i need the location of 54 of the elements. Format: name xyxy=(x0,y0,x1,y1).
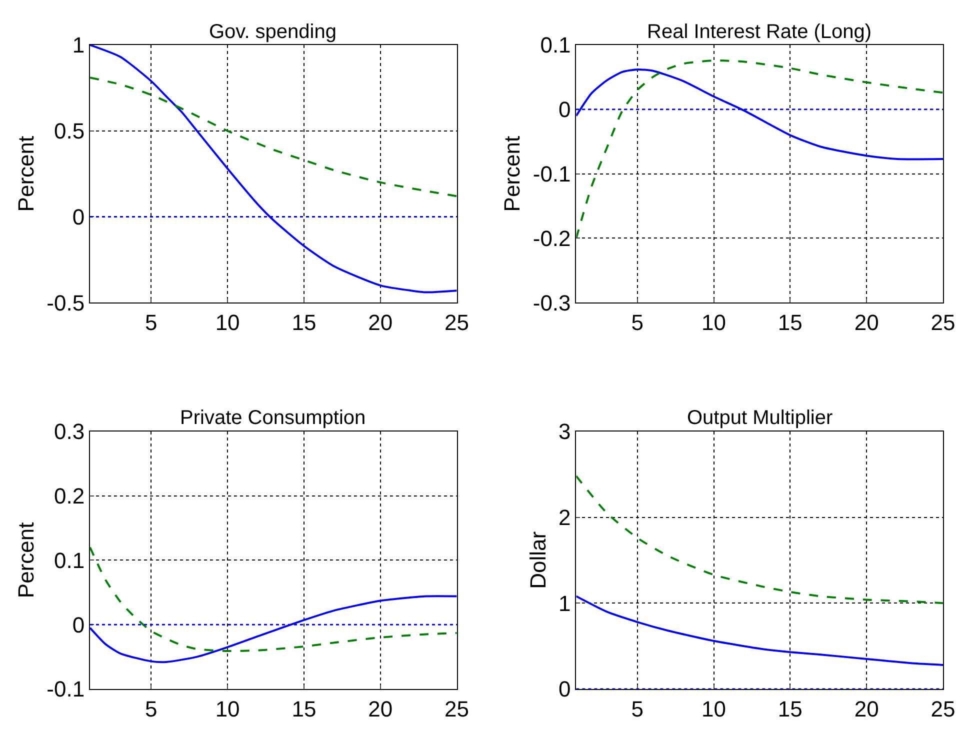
line-series xyxy=(90,45,457,294)
y-tick-label: -0.5 xyxy=(46,290,85,316)
line-series xyxy=(90,595,457,664)
y-tick-label: 0.1 xyxy=(54,548,85,573)
x-tick-label: 5 xyxy=(631,310,644,335)
y-tick-label: 0.5 xyxy=(54,118,85,144)
x-tick-label: 25 xyxy=(930,696,956,722)
line-series xyxy=(90,546,457,652)
y-tick-label: 0 xyxy=(558,97,571,122)
y-tick-label: 0.1 xyxy=(540,32,571,58)
x-tick-label: 20 xyxy=(368,696,393,722)
x-tick-label: 15 xyxy=(778,696,802,722)
line-series xyxy=(576,595,943,666)
y-tick-label: -0.2 xyxy=(532,226,571,251)
y-axis-title: Dollar xyxy=(525,531,550,589)
line-series xyxy=(90,76,457,198)
y-tick-label: 0.2 xyxy=(54,484,85,508)
x-tick-label: 15 xyxy=(778,310,802,335)
y-tick-label: 2 xyxy=(558,504,571,530)
y-tick-label: -0.1 xyxy=(532,162,571,186)
y-tick-label: 1 xyxy=(72,32,85,58)
x-tick-label: 10 xyxy=(215,696,240,722)
y-tick-label: -0.1 xyxy=(46,676,85,702)
chart-title: Gov. spending xyxy=(209,21,336,43)
y-axis-title: Percent xyxy=(13,522,38,598)
chart-title: Real Interest Rate (Long) xyxy=(647,21,872,43)
x-tick-label: 10 xyxy=(702,696,726,722)
y-tick-label: 0.3 xyxy=(54,419,85,444)
x-tick-label: 20 xyxy=(854,696,879,722)
line-series xyxy=(576,68,943,160)
y-tick-label: 1 xyxy=(558,590,571,616)
chart-title: Output Multiplier xyxy=(687,407,833,429)
y-tick-label: 0 xyxy=(558,676,571,702)
x-tick-label: 5 xyxy=(145,696,158,722)
x-tick-label: 25 xyxy=(444,696,470,722)
x-tick-label: 20 xyxy=(854,310,879,335)
x-tick-label: 5 xyxy=(631,696,644,722)
y-axis-title: Percent xyxy=(500,136,525,212)
x-tick-label: 15 xyxy=(292,696,316,722)
x-tick-label: 20 xyxy=(368,310,393,335)
line-series xyxy=(576,59,943,240)
x-tick-label: 10 xyxy=(215,310,240,335)
y-axis-title: Percent xyxy=(13,136,38,212)
x-tick-label: 25 xyxy=(930,310,956,335)
y-tick-label: 3 xyxy=(558,419,571,444)
y-tick-label: 0 xyxy=(72,612,85,638)
x-tick-label: 10 xyxy=(702,310,726,335)
x-tick-label: 25 xyxy=(444,310,470,335)
chart-title: Private Consumption xyxy=(180,407,366,429)
y-tick-label: -0.3 xyxy=(532,290,571,316)
x-tick-label: 15 xyxy=(292,310,316,335)
x-tick-label: 5 xyxy=(145,310,158,335)
line-series xyxy=(576,475,943,604)
y-tick-label: 0 xyxy=(72,204,85,230)
